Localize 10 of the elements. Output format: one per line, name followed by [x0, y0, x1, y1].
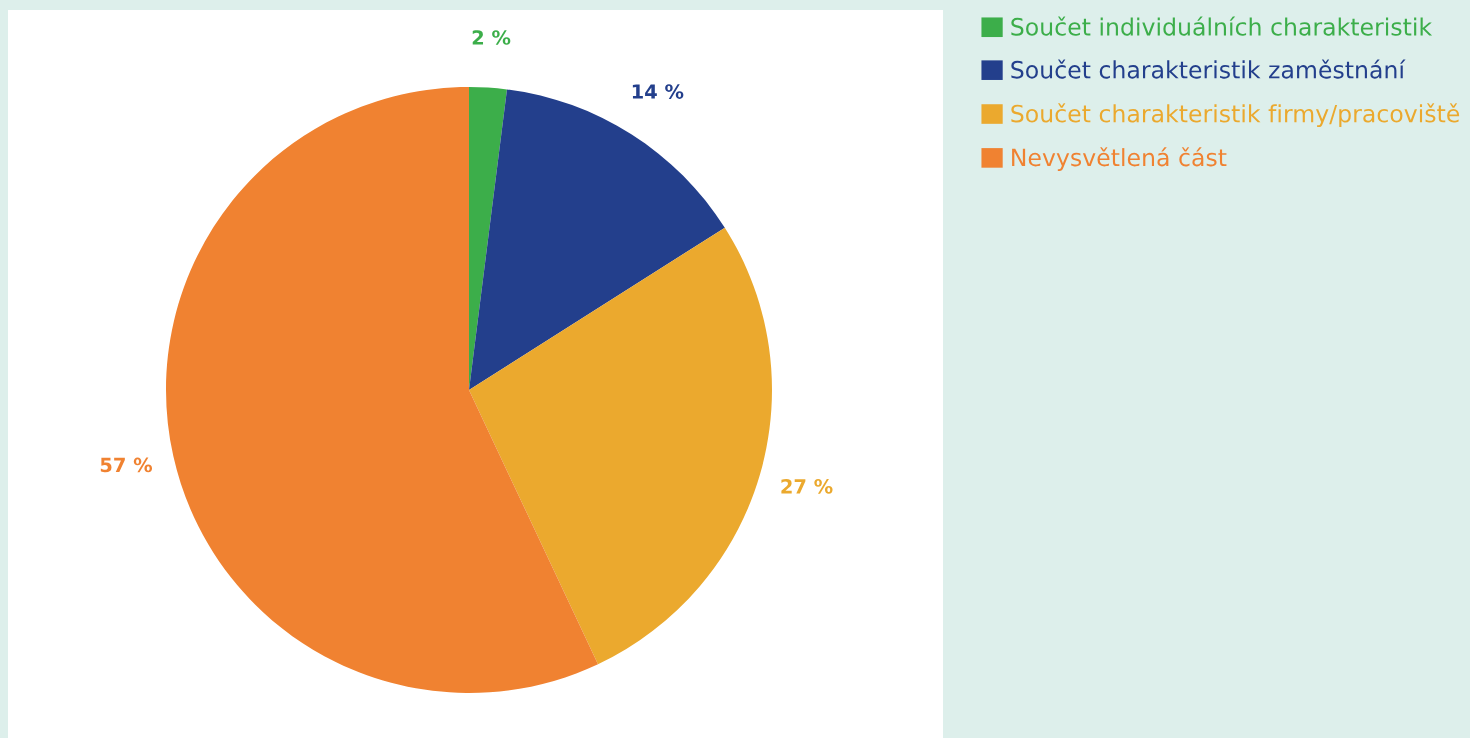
data-label: 14 %: [632, 84, 684, 99]
legend-label: Nevysvětlená část: [1012, 147, 1227, 171]
legend-label: Součet charakteristik zaměstnání: [1011, 59, 1406, 79]
legend-label: Součet individuálních charakteristik: [1011, 16, 1433, 36]
data-label: 2 %: [472, 30, 511, 45]
pie-slice: [469, 227, 772, 665]
data-label: 57 %: [100, 457, 153, 473]
legend-label: Součet charakteristik firmy/pracoviště: [1011, 103, 1460, 128]
pie-slice: [166, 87, 599, 693]
data-label: 27 %: [781, 478, 833, 494]
